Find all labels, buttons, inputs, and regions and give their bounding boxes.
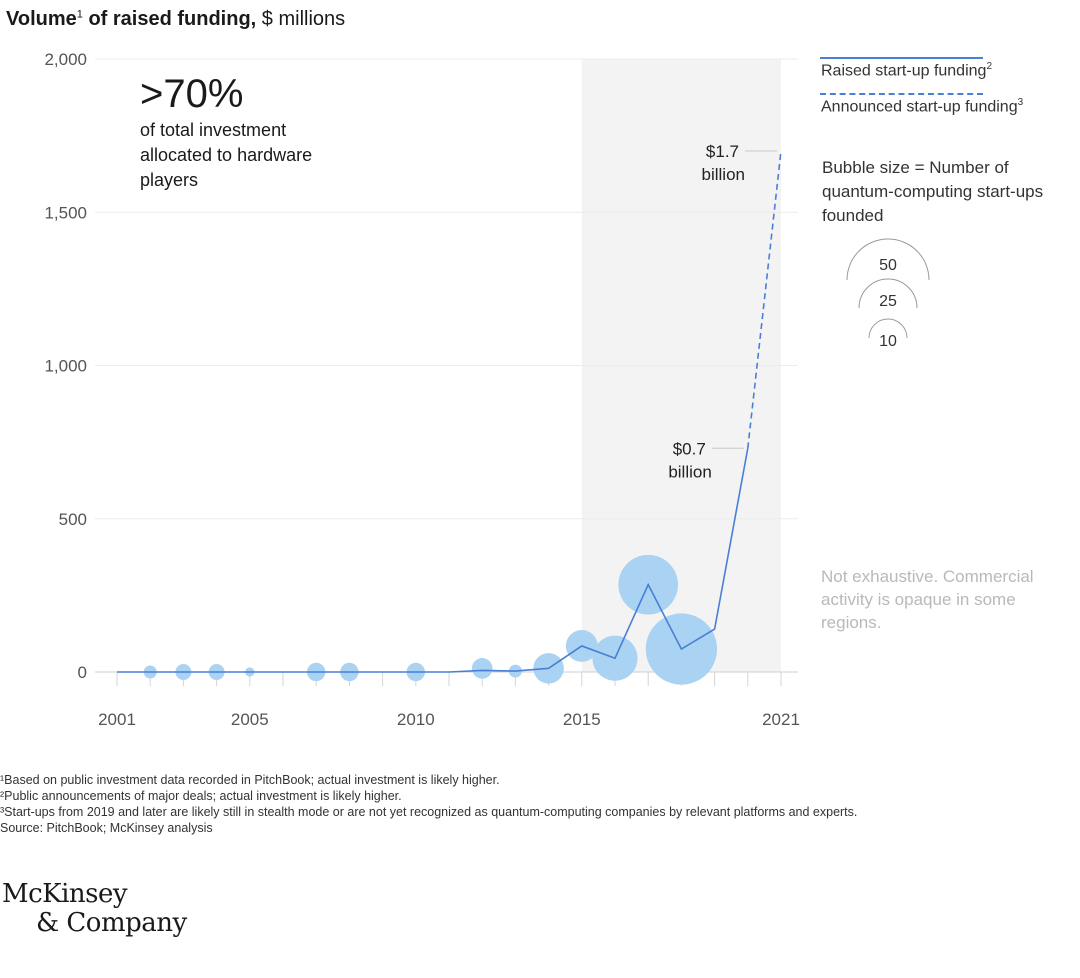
- annotation-value: $0.7: [673, 439, 706, 458]
- mckinsey-logo: McKinsey & Company: [2, 880, 187, 938]
- title-unit: $ millions: [256, 8, 346, 30]
- bubble-legend-label-50: 50: [879, 257, 897, 274]
- raised-funding-line: [117, 448, 749, 673]
- x-tick-label: 2015: [563, 710, 601, 729]
- legend-announced-sup: 3: [1017, 97, 1024, 108]
- logo-line-1: McKinsey: [2, 879, 128, 909]
- bubble-legend-label-10: 10: [879, 333, 897, 350]
- footnote-source: Source: PitchBook; McKinsey analysis: [0, 821, 213, 835]
- funding-chart: 0 500 1,000 1,500 2,000 2001 2005 2010 2015 2021 $…: [44, 50, 800, 729]
- bubble-legend-arc-10: [868, 318, 908, 339]
- bubble-size-note: Bubble size = Number of quantum-computin…: [822, 158, 1044, 225]
- y-tick-label: 1,000: [44, 357, 87, 376]
- legend-raised-line: [820, 57, 983, 59]
- x-tick-label: 2021: [762, 710, 800, 729]
- footnotes: ¹Based on public investment data recorde…: [0, 772, 857, 836]
- title-bold-rest: of raised funding,: [82, 8, 257, 30]
- legend-raised-sup: 2: [986, 61, 992, 72]
- funding-bubble: [471, 658, 493, 679]
- footnote-2: ²Public announcements of major deals; ac…: [0, 789, 402, 803]
- hardware-callout: >70% of total investment allocated to ha…: [140, 72, 340, 193]
- x-tick-label: 2001: [98, 710, 136, 729]
- bubble-legend-label-25: 25: [879, 293, 897, 310]
- annotation-unit: billion: [702, 165, 745, 184]
- footnote-1: ¹Based on public investment data recorde…: [0, 773, 500, 787]
- legend-raised-label: Raised start-up funding2: [821, 61, 992, 80]
- chart-title: Volume1 of raised funding, $ millions: [6, 8, 345, 31]
- legend-raised-text: Raised start-up funding: [821, 62, 987, 80]
- y-tick-label: 1,500: [44, 203, 87, 222]
- y-tick-label: 2,000: [44, 50, 87, 69]
- callout-percentage: >70%: [140, 72, 244, 116]
- x-tick-label: 2010: [397, 710, 435, 729]
- title-bold: Volume: [6, 8, 77, 30]
- annotation-value: $1.7: [706, 142, 739, 161]
- legend-announced-line: [820, 93, 983, 95]
- title-footnote-marker: 1: [76, 8, 83, 21]
- y-tick-label: 500: [59, 510, 87, 529]
- annotation-unit: billion: [668, 462, 711, 481]
- callout-text: of total investment allocated to hardwar…: [140, 120, 313, 190]
- bubble-size-legend: 50 25 10: [846, 238, 930, 350]
- bubble-legend-arc-25: [858, 278, 918, 309]
- not-exhaustive-note: Not exhaustive. Commercial activity is o…: [821, 567, 1034, 632]
- bubble-legend-arc-50: [846, 238, 930, 281]
- legend-announced-text: Announced start-up funding: [821, 98, 1018, 116]
- footnote-3: ³Start-ups from 2019 and later are likel…: [0, 805, 858, 819]
- y-tick-label: 0: [78, 663, 87, 682]
- legend-announced-label: Announced start-up funding3: [821, 97, 1023, 116]
- logo-line-2: & Company: [36, 908, 187, 938]
- x-tick-label: 2005: [231, 710, 269, 729]
